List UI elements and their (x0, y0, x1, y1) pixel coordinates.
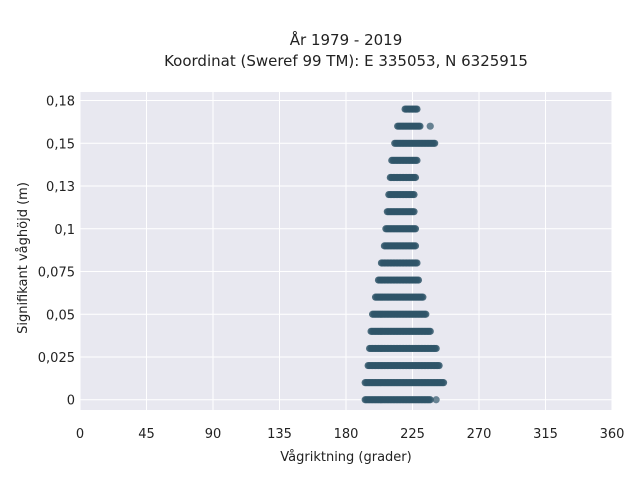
x-tick-label: 225 (400, 427, 425, 442)
chart-subtitle: Koordinat (Sweref 99 TM): E 335053, N 63… (164, 52, 528, 70)
x-tick-label: 270 (467, 427, 492, 442)
y-tick-label: 0 (67, 394, 75, 409)
data-point (435, 361, 443, 370)
point-band (386, 173, 420, 182)
y-tick-label: 0,025 (38, 351, 75, 366)
point-band (367, 327, 434, 335)
data-point (432, 396, 440, 404)
point-band (391, 139, 439, 147)
y-tick-label: 0,075 (38, 266, 75, 281)
data-point (416, 122, 424, 130)
data-point (426, 396, 434, 404)
data-point (414, 276, 423, 284)
x-axis-ticks: 0 45 90 135 180 225 270 315 360 (76, 427, 625, 442)
point-band (385, 190, 418, 199)
data-point (431, 139, 439, 147)
point-band (366, 344, 440, 353)
y-tick-label: 0,15 (46, 137, 75, 152)
x-tick-label: 180 (334, 427, 359, 442)
x-tick-label: 315 (533, 427, 558, 442)
data-point (426, 327, 434, 335)
data-point (413, 259, 421, 267)
point-band (394, 122, 424, 130)
point-band (377, 259, 421, 267)
data-point (410, 208, 418, 216)
point-band (374, 276, 423, 284)
y-tick-label: 0,18 (46, 95, 75, 110)
x-tick-label: 45 (138, 427, 155, 442)
data-point (439, 379, 448, 387)
point-band (361, 396, 434, 404)
point-band (361, 379, 448, 387)
point-band (369, 310, 430, 318)
point-band (364, 361, 443, 370)
data-point (432, 344, 440, 353)
point-band (371, 293, 427, 301)
data-point (411, 225, 420, 233)
data-point (413, 156, 421, 164)
data-point (411, 173, 420, 182)
chart-title: År 1979 - 2019 (290, 30, 403, 49)
x-tick-label: 90 (205, 427, 222, 442)
data-point (411, 242, 420, 250)
point-band (401, 105, 421, 113)
grid-lines (79, 92, 613, 410)
data-point (413, 105, 421, 113)
point-band (382, 225, 420, 233)
x-tick-label: 135 (267, 427, 292, 442)
point-band (383, 208, 418, 216)
data-points (361, 105, 448, 404)
y-tick-label: 0,1 (54, 223, 75, 238)
y-axis-label: Signifikant våghöjd (m) (16, 182, 31, 334)
point-band (380, 242, 420, 250)
point-band (388, 156, 421, 164)
y-tick-label: 0,13 (46, 180, 75, 195)
x-tick-label: 360 (600, 427, 625, 442)
x-axis-label: Vågriktning (grader) (280, 450, 411, 465)
x-tick-label: 0 (76, 427, 84, 442)
y-axis-ticks: 0 0,025 0,05 0,075 0,1 0,13 0,15 0,18 (38, 95, 75, 409)
data-point (419, 293, 427, 301)
data-point (426, 122, 434, 130)
y-tick-label: 0,05 (46, 308, 75, 323)
data-point (422, 310, 430, 318)
data-point (410, 190, 418, 199)
